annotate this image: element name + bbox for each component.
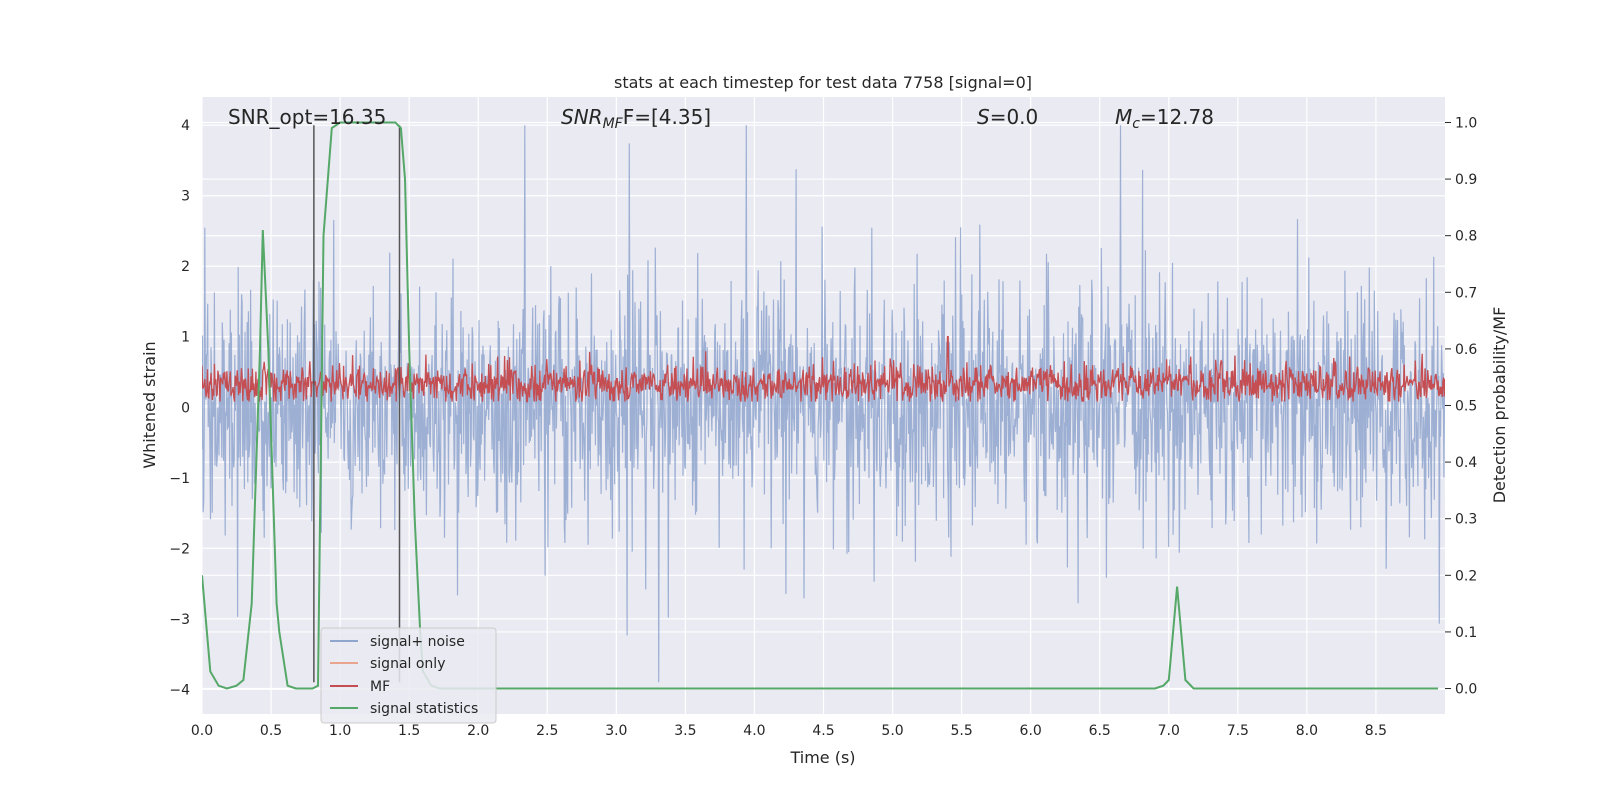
- legend: signal+ noise signal only MF signal stat…: [320, 627, 497, 724]
- vertical-lines: [313, 125, 401, 683]
- x-tick-label: 5.0: [881, 723, 903, 739]
- x-tick-label: 6.5: [1089, 723, 1111, 739]
- y-tick-label: 2: [181, 259, 190, 275]
- x-tick-label: 5.5: [950, 723, 972, 739]
- x-tick-label: 3.5: [674, 723, 696, 739]
- y-right-tick-label: 0.0: [1455, 682, 1477, 698]
- y-right-tick-label: 0.9: [1455, 172, 1477, 188]
- y-right-tick-label: 0.6: [1455, 342, 1477, 358]
- y-right-tick-label: 0.5: [1455, 399, 1477, 415]
- annotation-mc: Mc=12.78: [1115, 105, 1214, 132]
- y-axis-label: Whitened strain: [140, 341, 159, 468]
- y-tick-label: 3: [181, 189, 190, 205]
- series-line-signal-statistics: [202, 121, 1439, 690]
- x-tick-label: 1.5: [398, 723, 420, 739]
- legend-label-mf: MF: [370, 679, 390, 695]
- x-tick-label: 7.0: [1158, 723, 1180, 739]
- x-tick-label: 7.5: [1227, 723, 1249, 739]
- y-tick-label: 0: [181, 400, 190, 416]
- y-right-tick-label: 0.1: [1455, 625, 1477, 641]
- x-tick-label: 1.0: [329, 723, 351, 739]
- y-tick-label: −1: [169, 471, 190, 487]
- legend-label-signal-only: signal only: [370, 656, 445, 672]
- legend-box: [320, 627, 497, 724]
- x-tick-label: 3.0: [605, 723, 627, 739]
- y-right-tick-label: 0.4: [1455, 455, 1477, 471]
- x-tick-label: 4.0: [743, 723, 765, 739]
- annotation-snr-opt: SNR_opt=16.35: [228, 105, 386, 129]
- y-right-tick-label: 0.8: [1455, 229, 1477, 245]
- axes: 0.0 0.5 1.0 1.5 2.0 2.5 3.0 3.5 4.0 4.5 5.0 5.5 6.0 6…: [169, 115, 1477, 739]
- x-tick-label: 6.0: [1020, 723, 1042, 739]
- series-line-mf: [202, 336, 1445, 403]
- series-mf: [202, 336, 1445, 403]
- legend-label-signal-statistics: signal statistics: [370, 701, 478, 717]
- x-tick-label: 0.5: [260, 723, 282, 739]
- y-tick-label: −4: [169, 682, 190, 698]
- y-right-tick-label: 0.3: [1455, 512, 1477, 528]
- annotation-s: S=0.0: [977, 105, 1038, 129]
- annotation-snr-mf: SNRMFF=[4.35]: [561, 105, 711, 132]
- legend-label-signal-noise: signal+ noise: [370, 634, 465, 650]
- y-tick-label: −3: [169, 612, 190, 628]
- y-tick-label: −2: [169, 541, 190, 557]
- x-tick-label: 0.0: [191, 723, 213, 739]
- series-signal-statistics: [202, 121, 1439, 690]
- x-axis-label: Time (s): [789, 748, 855, 767]
- x-tick-label: 2.0: [467, 723, 489, 739]
- x-tick-label: 8.5: [1365, 723, 1387, 739]
- y-right-tick-label: 0.2: [1455, 568, 1477, 584]
- y-axis-right-label: Detection probability/MF: [1490, 307, 1509, 504]
- x-tick-label: 2.5: [536, 723, 558, 739]
- x-tick-label: 4.5: [812, 723, 834, 739]
- y-right-tick-label: 1.0: [1455, 115, 1477, 131]
- x-tick-label: 8.0: [1296, 723, 1318, 739]
- y-right-tick-label: 0.7: [1455, 285, 1477, 301]
- y-tick-label: 4: [181, 118, 190, 134]
- y-tick-label: 1: [181, 330, 190, 346]
- chart-title: stats at each timestep for test data 775…: [614, 73, 1032, 92]
